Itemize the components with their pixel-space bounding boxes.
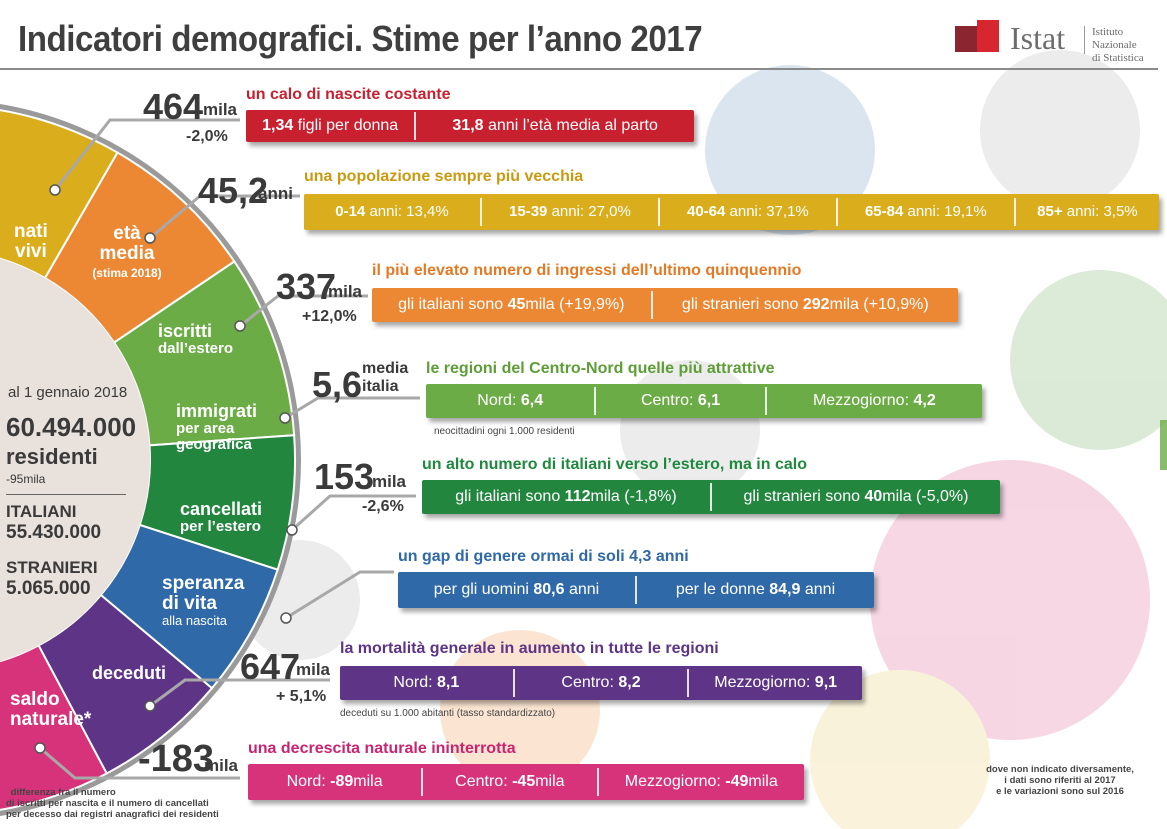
footnote-right: dove non indicato diversamente, i dati s… [960, 764, 1160, 797]
iscritti-value: 337 [276, 266, 337, 307]
eta-heading: una popolazione sempre più vecchia [304, 168, 584, 185]
wheel-center-disc [0, 258, 150, 662]
nascite-seg-eta-parto: 31,8 anni l’età media al parto [452, 117, 658, 134]
istat-logo-icon [955, 20, 999, 52]
nascite-unit: mila [203, 100, 238, 119]
connector-lines [34, 118, 420, 780]
center-italiani-value: 55.430.000 [6, 522, 102, 543]
saldo-unit: mila [204, 756, 239, 775]
saldo-seg-nord: Nord: -89mila [248, 768, 424, 796]
immigrati-note: neocittadini ogni 1.000 residenti [434, 426, 575, 437]
immigrati-bar: Nord: 6,4 Centro: 6,1 Mezzogiorno: 4,2 [426, 384, 982, 418]
deceduti-bar: Nord: 8,1 Centro: 8,2 Mezzogiorno: 9,1 [340, 666, 862, 700]
header-divider [0, 68, 1158, 70]
deceduti-note: deceduti su 1.000 abitanti (tasso standa… [340, 708, 556, 719]
center-date: al 1 gennaio 2018 [8, 384, 128, 401]
deceduti-unit: mila [296, 660, 331, 679]
cancellati-seg-stranieri: gli stranieri sono 40mila (-5,0%) [743, 488, 969, 505]
cancellati-unit: mila [372, 472, 407, 491]
immigrati-unit2: italia [362, 378, 399, 395]
deceduti-heading: la mortalità generale in aumento in tutt… [340, 640, 719, 657]
nascite-heading: un calo di nascite costante [246, 86, 451, 103]
center-residents-change: -95mila [6, 472, 46, 486]
wheel-label-iscritti: iscritti dall’estero [158, 321, 234, 357]
immigrati-heading: le regioni del Centro-Nord quelle più at… [426, 360, 775, 377]
logo-sub-line2: di Statistica [1092, 52, 1144, 64]
immigrati-value: 5,6 [312, 364, 363, 405]
footnote-right-line2: i dati sono riferiti al 2017 [1004, 775, 1116, 786]
wheel-label-saldo: saldo naturale* [10, 689, 92, 730]
cancellati-bar: gli italiani sono 112mila (-1,8%) gli st… [422, 480, 1000, 514]
deceduti-seg-centro: Centro: 8,2 [515, 669, 690, 697]
nascite-seg-figli: 1,34 figli per donna [246, 112, 417, 140]
eta-seg-0-14: 0-14 anni: 13,4% [304, 198, 482, 226]
wheel-label-speranza: speranza di vita alla nascita [162, 573, 245, 628]
eta-bar: 0-14 anni: 13,4% 15-39 anni: 27,0% 40-64… [304, 194, 1159, 230]
istat-logo-text: Istat [1010, 20, 1066, 56]
demographic-wheel [0, 104, 301, 816]
deceduti-seg-nord: Nord: 8,1 [340, 669, 515, 697]
cancellati-change: -2,6% [362, 498, 404, 515]
wheel-label-eta: età media (stima 2018) [92, 223, 162, 280]
wheel-label-nati: nati vivi [14, 221, 48, 262]
immigrati-unit1: media [362, 360, 409, 377]
footnote-left-line1: differenza fra il numero [10, 787, 116, 798]
iscritti-bar: gli italiani sono 45mila (+19,9%) gli st… [372, 288, 958, 322]
center-residents-label: residenti [6, 444, 98, 469]
nascite-value: 464 [143, 86, 204, 127]
speranza-seg-donne: per le donne 84,9 anni [675, 581, 836, 598]
page-title: Indicatori demografici. Stime per l’anno… [18, 18, 703, 59]
cancellati-value: 153 [314, 456, 375, 497]
logo-separator [1084, 26, 1085, 54]
footnote-left-line3: per decesso dai registri anagrafici dei … [6, 809, 219, 820]
cancellati-seg-italiani: gli italiani sono 112mila (-1,8%) [422, 483, 712, 511]
eta-unit: anni [258, 184, 293, 203]
footnote-star: * [6, 784, 11, 798]
iscritti-heading: il più elevato numero di ingressi dell’u… [372, 262, 802, 279]
eta-seg-65-84: 65-84 anni: 19,1% [838, 198, 1016, 226]
center-italiani-label: ITALIANI [6, 502, 77, 521]
logo-sub-line1: Istituto Nazionale [1092, 26, 1137, 51]
footnote-left-line2: di iscritti per nascita e il numero di c… [6, 798, 209, 809]
center-stranieri-value: 5.065.000 [6, 578, 91, 599]
immigrati-seg-mezzogiorno: Mezzogiorno: 4,2 [812, 392, 936, 409]
eta-seg-15-39: 15-39 anni: 27,0% [482, 198, 660, 226]
deceduti-seg-mezzogiorno: Mezzogiorno: 9,1 [714, 674, 838, 691]
eta-seg-40-64: 40-64 anni: 37,1% [660, 198, 838, 226]
center-stranieri-label: STRANIERI [6, 558, 98, 577]
saldo-bar: Nord: -89mila Centro: -45mila Mezzogiorn… [248, 764, 804, 800]
center-residents-value: 60.494.000 [6, 412, 137, 442]
speranza-heading: un gap di genere ormai di soli 4,3 anni [398, 548, 689, 565]
iscritti-seg-italiani: gli italiani sono 45mila (+19,9%) [372, 291, 653, 319]
footnote-right-line1: dove non indicato diversamente, [986, 764, 1134, 775]
iscritti-seg-stranieri: gli stranieri sono 292mila (+10,9%) [681, 296, 929, 313]
saldo-heading: una decrescita naturale ininterrotta [248, 740, 516, 757]
deceduti-value: 647 [240, 646, 301, 687]
eta-value: 45,2 [198, 170, 269, 211]
footnote-right-line3: e le variazioni sono sul 2016 [996, 786, 1124, 797]
cancellati-heading: un alto numero di italiani verso l’ester… [422, 456, 807, 473]
center-divider [6, 494, 126, 495]
immigrati-seg-centro: Centro: 6,1 [596, 387, 767, 415]
iscritti-change: +12,0% [302, 308, 357, 325]
saldo-seg-mezzogiorno: Mezzogiorno: -49mila [624, 773, 778, 790]
wheel-label-cancellati: cancellati per l’estero [180, 499, 263, 535]
saldo-value: -183 [138, 738, 215, 780]
wheel-label-deceduti: deceduti [92, 663, 167, 683]
wheel-label-immigrati: immigrati per area geografica [176, 401, 258, 453]
immigrati-seg-nord: Nord: 6,4 [426, 387, 597, 415]
nascite-bar: 1,34 figli per donna 31,8 anni l’età med… [246, 110, 694, 142]
eta-seg-85plus: 85+ anni: 3,5% [1037, 203, 1138, 220]
deceduti-change: + 5,1% [276, 688, 327, 705]
saldo-seg-centro: Centro: -45mila [423, 768, 599, 796]
speranza-seg-uomini: per gli uomini 80,6 anni [398, 576, 637, 604]
istat-logo-subtitle: Istituto Nazionale di Statistica [1092, 26, 1162, 65]
speranza-bar: per gli uomini 80,6 anni per le donne 84… [398, 572, 874, 608]
nascite-change: -2,0% [186, 128, 228, 145]
footnote-left: *differenza fra il numero di iscritti pe… [6, 784, 219, 820]
iscritti-unit: mila [328, 282, 363, 301]
